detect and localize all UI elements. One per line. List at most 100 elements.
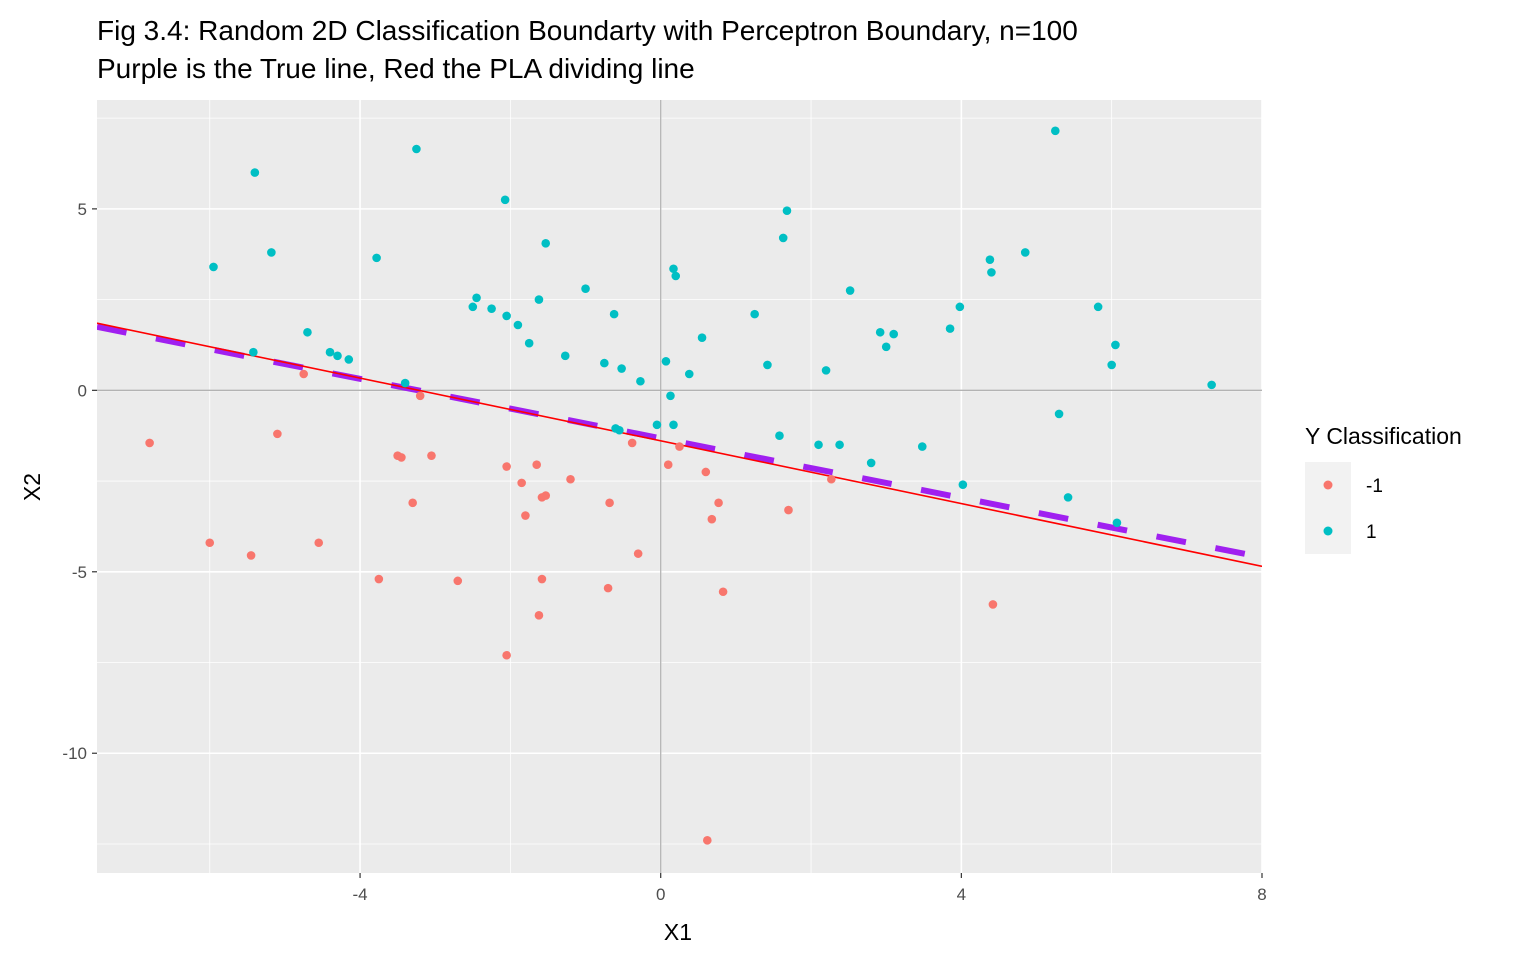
point-class-pos [889,329,899,339]
point-class-neg [566,474,575,484]
point-class-pos [303,327,312,337]
point-class-pos [866,458,876,468]
point-class-pos [1207,380,1216,390]
point-class-pos [372,253,381,263]
point-class-neg [707,514,717,524]
point-class-pos [560,351,570,361]
y-axis-title: X2 [19,473,45,501]
true-line [97,323,1262,561]
point-class-pos [1051,126,1060,136]
y-tick-label: -10 [62,744,87,763]
x-tick-label: 4 [957,885,966,904]
point-class-neg [718,587,728,597]
point-class-pos [1111,340,1120,350]
point-class-neg [205,538,215,548]
legend-key-pos [1323,526,1333,536]
point-class-pos [835,440,844,450]
point-class-pos [468,302,478,312]
point-class-pos [775,431,784,440]
point-class-pos [671,271,681,281]
point-class-neg [827,474,836,484]
point-class-neg [663,460,673,470]
point-class-neg [534,611,544,620]
point-class-pos [661,356,671,366]
point-class-pos [502,311,511,321]
point-class-pos [1093,302,1103,312]
legend-label-pos: 1 [1366,522,1377,543]
point-class-pos [875,327,885,337]
point-class-neg [714,498,723,508]
point-class-pos [611,424,620,433]
point-class-neg [633,549,643,558]
point-class-neg [453,576,463,586]
point-class-pos [814,440,823,450]
point-class-neg [408,498,417,508]
point-class-pos [821,366,831,375]
point-class-pos [249,347,258,357]
point-class-pos [513,320,523,330]
point-class-neg [784,505,793,515]
point-class-neg [299,369,308,379]
point-class-neg [502,462,511,471]
point-class-neg [246,551,256,560]
point-class-pos [985,255,995,264]
plot-panel [97,100,1263,873]
data-points [145,126,1216,845]
legend-title: Y Classification [1305,423,1462,449]
point-class-pos [609,309,619,319]
point-class-neg [605,498,614,508]
point-class-pos [600,358,609,368]
point-class-pos [763,360,772,370]
point-class-pos [1063,493,1073,502]
point-class-neg [427,451,436,460]
point-class-neg [273,429,282,439]
legend: Y Classification -1 1 [1305,423,1462,554]
y-tick-label: 0 [78,381,87,400]
point-class-pos [581,284,590,294]
point-class-pos [778,233,788,243]
point-class-pos [500,195,510,205]
chart-subtitle: Purple is the True line, Red the PLA div… [97,53,695,84]
x-axis-title: X1 [664,919,692,945]
point-class-pos [617,364,626,373]
point-class-pos [666,391,675,401]
point-class-pos [845,286,855,295]
point-class-neg [627,438,637,448]
x-tick-label: 0 [656,885,665,904]
point-class-pos [750,309,759,319]
point-class-pos [1112,518,1122,528]
point-class-pos [945,324,955,333]
point-class-neg [314,538,324,548]
x-axis-ticks: -4 0 4 8 [353,873,1267,904]
point-class-pos [636,376,645,386]
point-class-neg [145,438,154,448]
point-class-neg [703,836,712,845]
point-class-pos [1054,409,1064,419]
point-class-pos [955,302,965,312]
point-class-pos [325,347,335,357]
point-class-pos [782,206,792,215]
point-class-pos [1107,360,1116,370]
point-class-pos [881,342,891,352]
point-class-pos [1020,248,1030,257]
point-class-neg [517,478,526,488]
y-tick-label: 5 [78,200,87,219]
point-class-neg [397,453,406,462]
point-class-neg [374,574,384,584]
point-class-pos [209,262,218,272]
y-tick-label: -5 [72,563,87,582]
y-axis-ticks: -10 -5 0 5 [62,200,97,763]
point-class-pos [987,268,996,277]
legend-key-neg [1323,480,1333,490]
point-class-pos [669,420,678,430]
point-class-pos [917,442,927,451]
point-class-neg [502,650,511,660]
point-class-neg [541,491,551,500]
point-class-pos [400,378,410,388]
point-class-pos [487,304,496,313]
point-class-neg [675,442,684,451]
point-class-pos [541,239,551,248]
point-class-pos [684,369,694,379]
point-class-neg [532,460,541,470]
